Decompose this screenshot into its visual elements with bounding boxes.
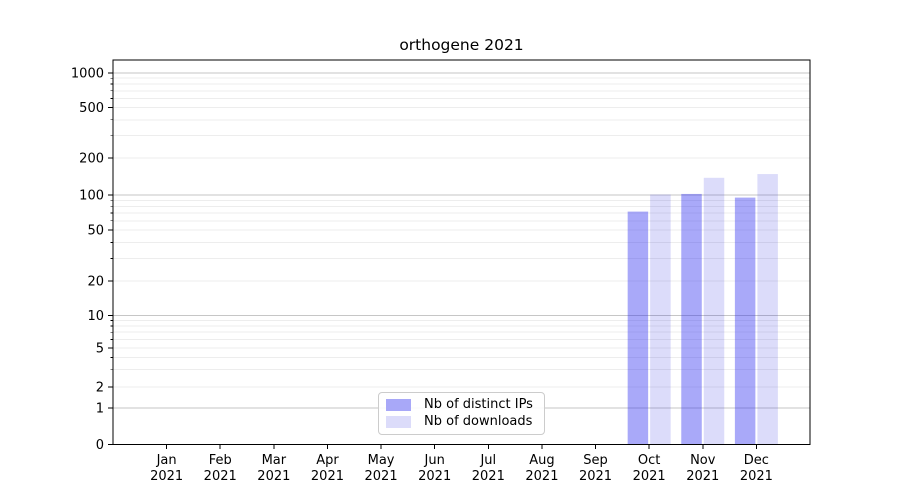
x-tick-label-month: Dec <box>744 453 769 468</box>
x-tick-label-year: 2021 <box>472 469 505 484</box>
x-tick-label-month: Jun <box>424 453 445 468</box>
y-tick-label: 100 <box>79 189 104 204</box>
bar-nb-of-downloads-oct <box>650 194 671 445</box>
y-tick-label: 1 <box>96 402 104 417</box>
bar-nb-of-downloads-dec <box>757 174 778 445</box>
bar-nb-of-distinct-ips-dec <box>734 197 756 445</box>
x-tick-label-month: Jul <box>479 453 496 468</box>
y-tick-label: 5 <box>96 342 104 357</box>
x-tick-label-month: Sep <box>583 453 608 468</box>
x-tick-label-month: Oct <box>638 453 660 468</box>
chart-title: orthogene 2021 <box>399 36 524 54</box>
legend-label-downloads: Nb of downloads <box>424 414 533 429</box>
y-tick-label: 20 <box>87 275 104 290</box>
x-tick-label-year: 2021 <box>633 469 666 484</box>
bar-nb-of-distinct-ips-oct <box>627 211 649 445</box>
x-tick-label-year: 2021 <box>418 469 451 484</box>
x-tick-label-year: 2021 <box>579 469 612 484</box>
x-tick-label-year: 2021 <box>257 469 290 484</box>
x-tick-label-year: 2021 <box>150 469 183 484</box>
x-tick-label-year: 2021 <box>686 469 719 484</box>
bar-nb-of-downloads-nov <box>703 177 725 445</box>
x-tick-label-month: Mar <box>262 453 287 468</box>
x-tick-label-year: 2021 <box>204 469 237 484</box>
x-tick-label-month: Feb <box>209 453 232 468</box>
x-tick-label-year: 2021 <box>525 469 558 484</box>
x-tick-label-year: 2021 <box>311 469 344 484</box>
x-tick-label-month: Aug <box>529 453 554 468</box>
y-tick-label: 0 <box>96 438 104 453</box>
x-tick-label-month: May <box>368 453 395 468</box>
y-tick-label: 500 <box>79 101 104 116</box>
x-tick-label-year: 2021 <box>365 469 398 484</box>
legend-swatch-downloads <box>386 416 411 428</box>
legend-entry-downloads: Nb of downloads <box>386 415 537 429</box>
x-tick-label-month: Jan <box>156 453 177 468</box>
y-tick-label: 200 <box>79 152 104 167</box>
legend-swatch-distinct-ips <box>386 399 411 411</box>
x-tick-label-year: 2021 <box>740 469 773 484</box>
y-tick-label: 10 <box>87 309 104 324</box>
legend-entry-distinct-ips: Nb of distinct IPs <box>386 398 537 412</box>
bar-nb-of-distinct-ips-nov <box>681 193 702 445</box>
y-tick-label: 1000 <box>71 67 104 82</box>
x-tick-label-month: Nov <box>690 453 716 468</box>
y-tick-label: 50 <box>87 224 104 239</box>
plot-border <box>112 59 811 446</box>
legend: Nb of distinct IPs Nb of downloads <box>378 392 545 435</box>
y-tick-label: 2 <box>96 381 104 396</box>
legend-label-distinct-ips: Nb of distinct IPs <box>424 397 533 412</box>
x-tick-label-month: Apr <box>316 453 339 468</box>
